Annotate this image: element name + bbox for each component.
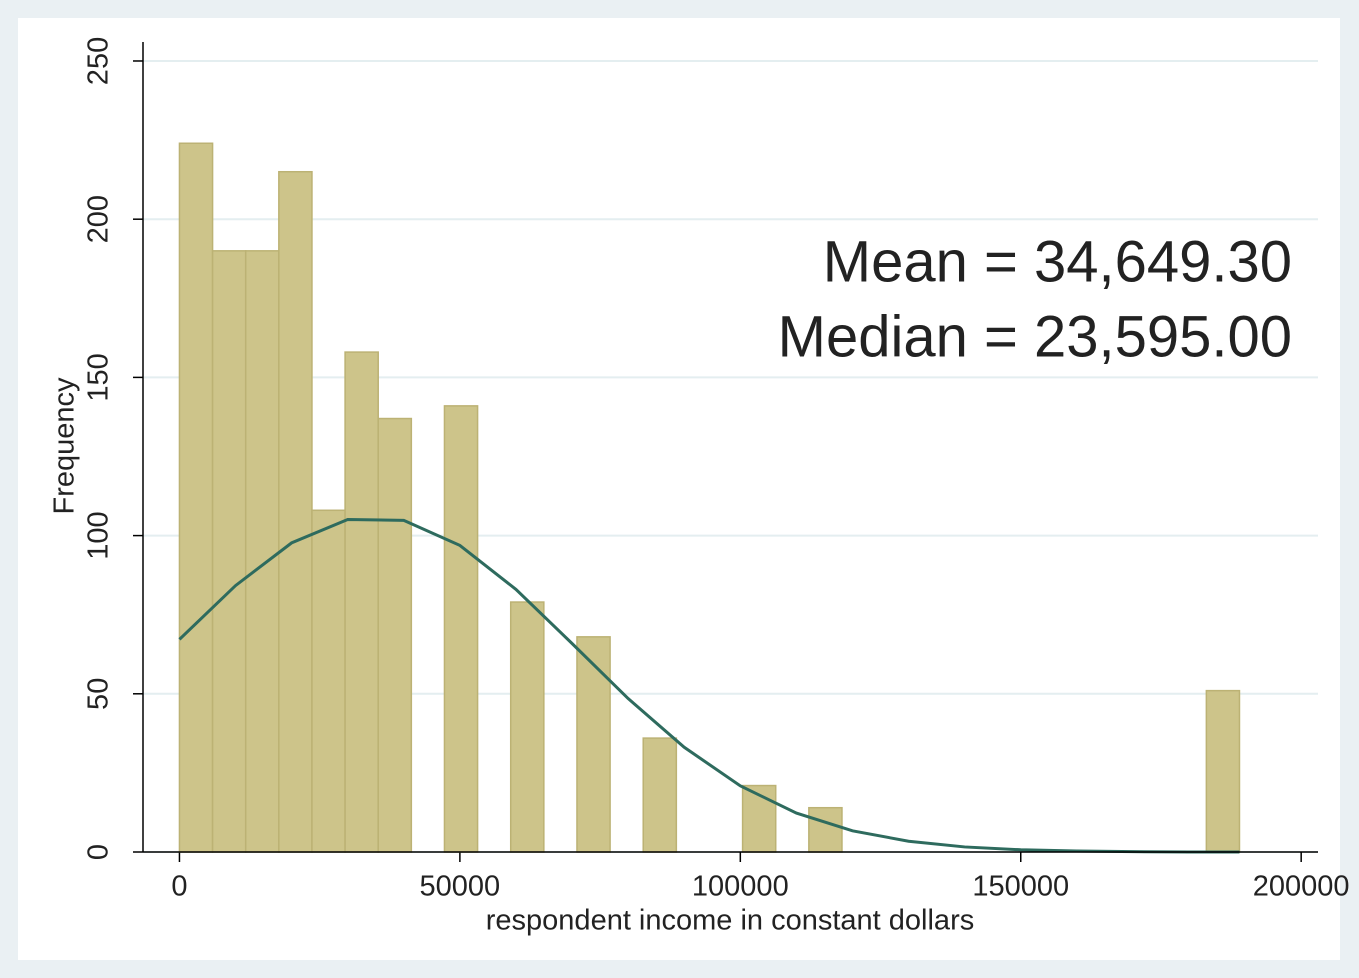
bar <box>642 737 678 853</box>
y-tick-label: 250 <box>83 37 115 85</box>
x-tick-label: 50000 <box>420 871 501 903</box>
bar <box>178 142 214 853</box>
x-tick-label: 150000 <box>972 871 1069 903</box>
bar <box>576 636 611 853</box>
normal-curve <box>178 517 1240 854</box>
annotation: Mean = 34,649.30 <box>823 229 1292 294</box>
bar <box>1205 689 1241 853</box>
y-axis-label: Frequency <box>49 377 81 515</box>
x-tick-label: 100000 <box>692 871 789 903</box>
x-tick-label: 0 <box>171 871 187 903</box>
bar <box>278 170 313 853</box>
bar <box>808 806 843 853</box>
y-tick-label: 200 <box>83 195 115 243</box>
x-axis-label: respondent income in constant dollars <box>486 905 974 937</box>
bar <box>311 509 346 853</box>
bar <box>244 250 280 853</box>
bar <box>211 250 247 853</box>
bar <box>344 351 379 853</box>
y-tick-label: 0 <box>83 844 115 860</box>
bar <box>443 405 479 853</box>
y-tick-label: 100 <box>83 511 115 559</box>
y-tick-label: 50 <box>83 678 115 710</box>
annotation: Median = 23,595.00 <box>778 304 1292 369</box>
bar <box>377 417 413 853</box>
y-tick-label: 150 <box>83 353 115 401</box>
bar <box>509 601 545 853</box>
x-tick-label: 200000 <box>1253 871 1350 903</box>
